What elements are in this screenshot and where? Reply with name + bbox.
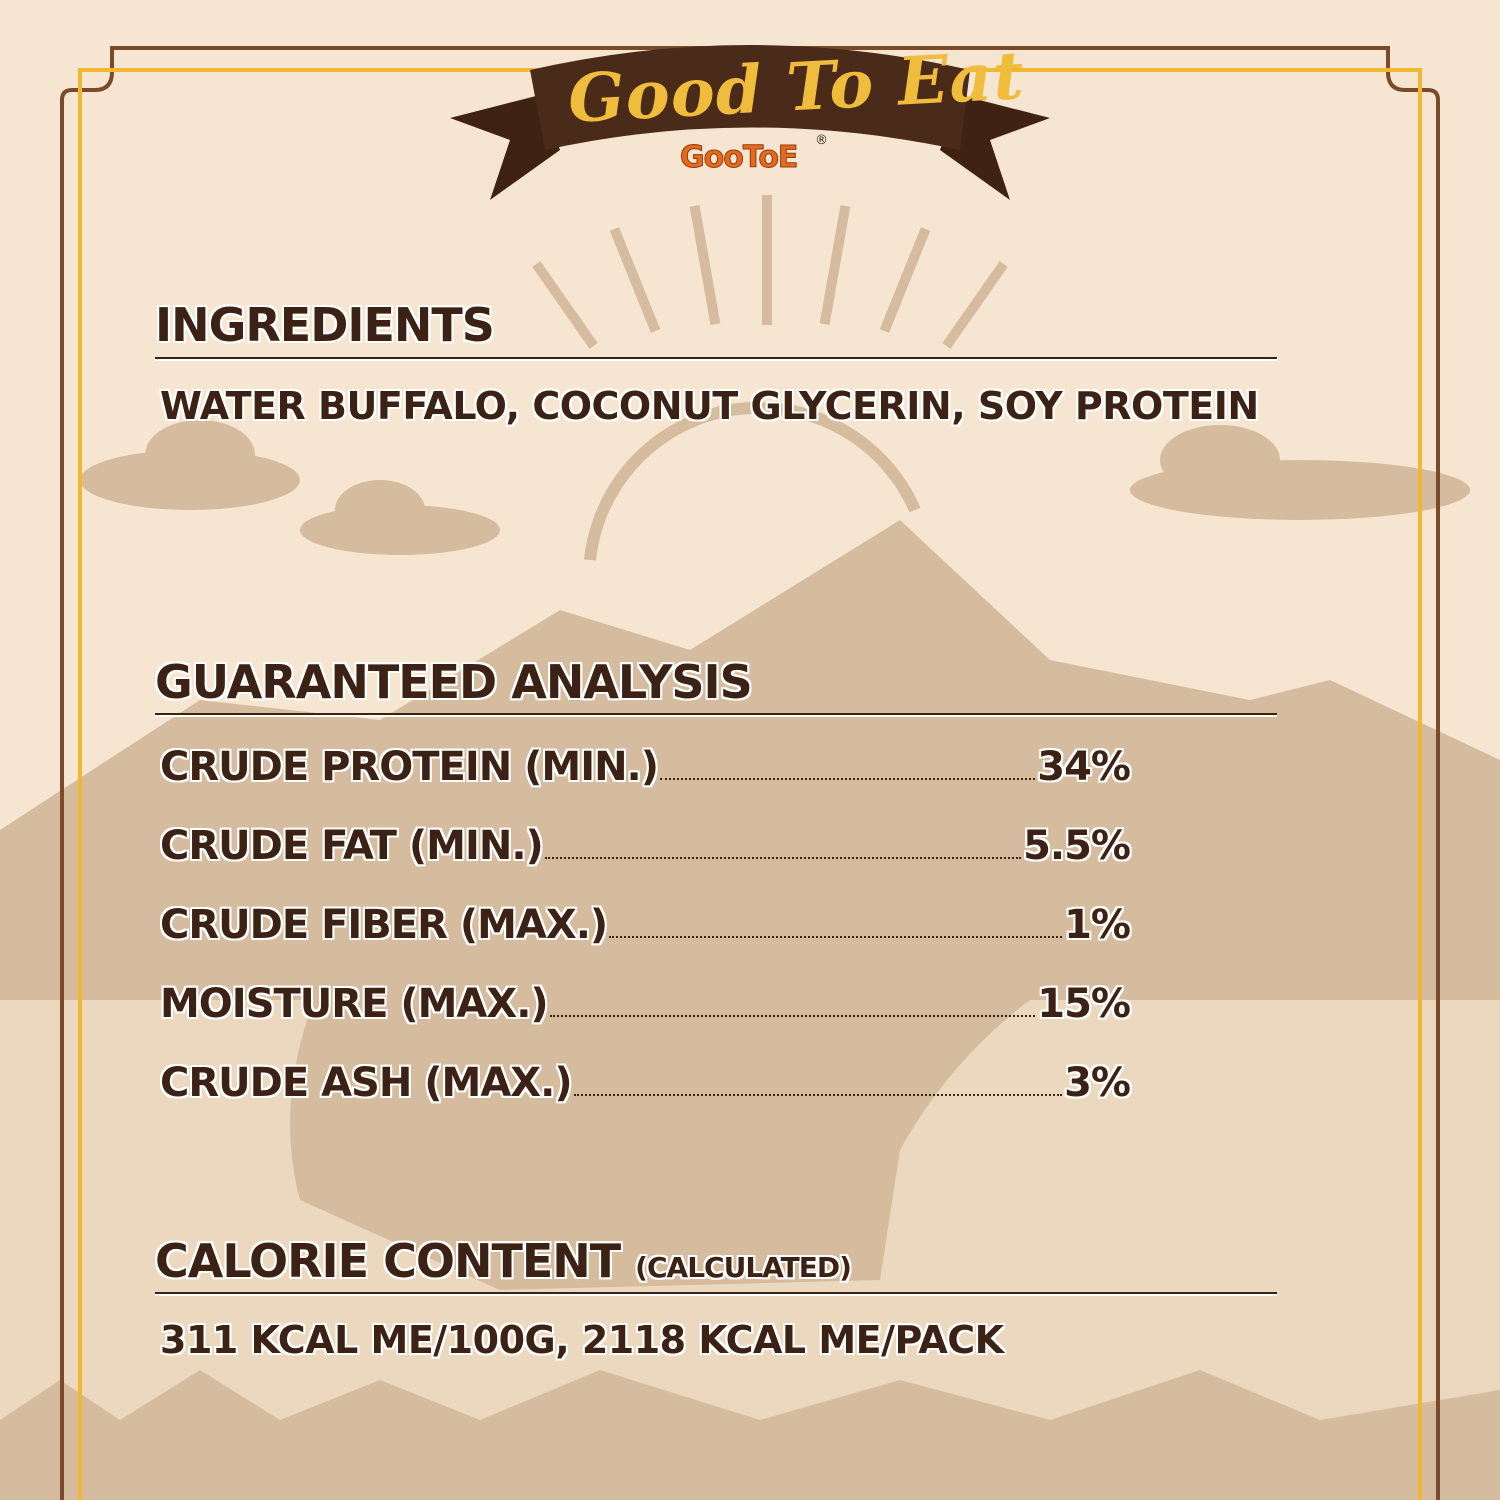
ribbon-banner: [450, 45, 1050, 200]
analysis-value: 1%: [1064, 902, 1131, 948]
analysis-row: CRUDE PROTEIN (MIN.) 34%: [160, 738, 1131, 790]
calories-qualifier: (CALCULATED): [635, 1251, 852, 1284]
analysis-row: CRUDE FIBER (MAX.) 1%: [160, 896, 1131, 948]
dot-leader: [549, 1015, 1036, 1017]
analysis-row: MOISTURE (MAX.) 15%: [160, 975, 1131, 1027]
analysis-label: MOISTURE (MAX.): [160, 981, 549, 1027]
analysis-row: CRUDE FAT (MIN.) 5.5%: [160, 817, 1131, 869]
analysis-heading: GUARANTEED ANALYSIS: [155, 655, 753, 709]
calories-text: 311 KCAL ME/100G, 2118 KCAL ME/PACK: [160, 1318, 1004, 1362]
calories-heading: CALORIE CONTENT (CALCULATED): [155, 1234, 852, 1288]
sun-rays-icon: [532, 195, 1008, 349]
registered-mark: ®: [815, 133, 828, 148]
analysis-row: CRUDE ASH (MAX.) 3%: [160, 1054, 1131, 1106]
analysis-value: 3%: [1064, 1060, 1131, 1106]
analysis-value: 15%: [1037, 981, 1131, 1027]
analysis-value: 34%: [1037, 744, 1131, 790]
calories-divider: [155, 1292, 1277, 1294]
brand-logo: GooToE: [679, 140, 798, 176]
analysis-value: 5.5%: [1023, 823, 1131, 869]
dot-leader: [660, 778, 1036, 780]
analysis-divider: [155, 713, 1277, 715]
calories-heading-text: CALORIE CONTENT: [155, 1234, 621, 1288]
buffalo-icon: [290, 773, 1030, 1290]
analysis-label: CRUDE ASH (MAX.): [160, 1060, 573, 1106]
grass-icon: [0, 1370, 1500, 1500]
analysis-label: CRUDE FAT (MIN.): [160, 823, 544, 869]
clouds-icon: [80, 420, 1470, 555]
dot-leader: [544, 857, 1022, 859]
analysis-label: CRUDE FIBER (MAX.): [160, 902, 608, 948]
dot-leader: [573, 1094, 1063, 1096]
ingredients-text: WATER BUFFALO, COCONUT GLYCERIN, SOY PRO…: [160, 384, 1259, 428]
sun-icon: [584, 401, 921, 561]
ingredients-divider: [155, 357, 1277, 359]
dot-leader: [609, 936, 1063, 938]
analysis-label: CRUDE PROTEIN (MIN.): [160, 744, 659, 790]
ingredients-heading: INGREDIENTS: [155, 298, 495, 352]
mountains-icon: [0, 520, 1500, 1000]
